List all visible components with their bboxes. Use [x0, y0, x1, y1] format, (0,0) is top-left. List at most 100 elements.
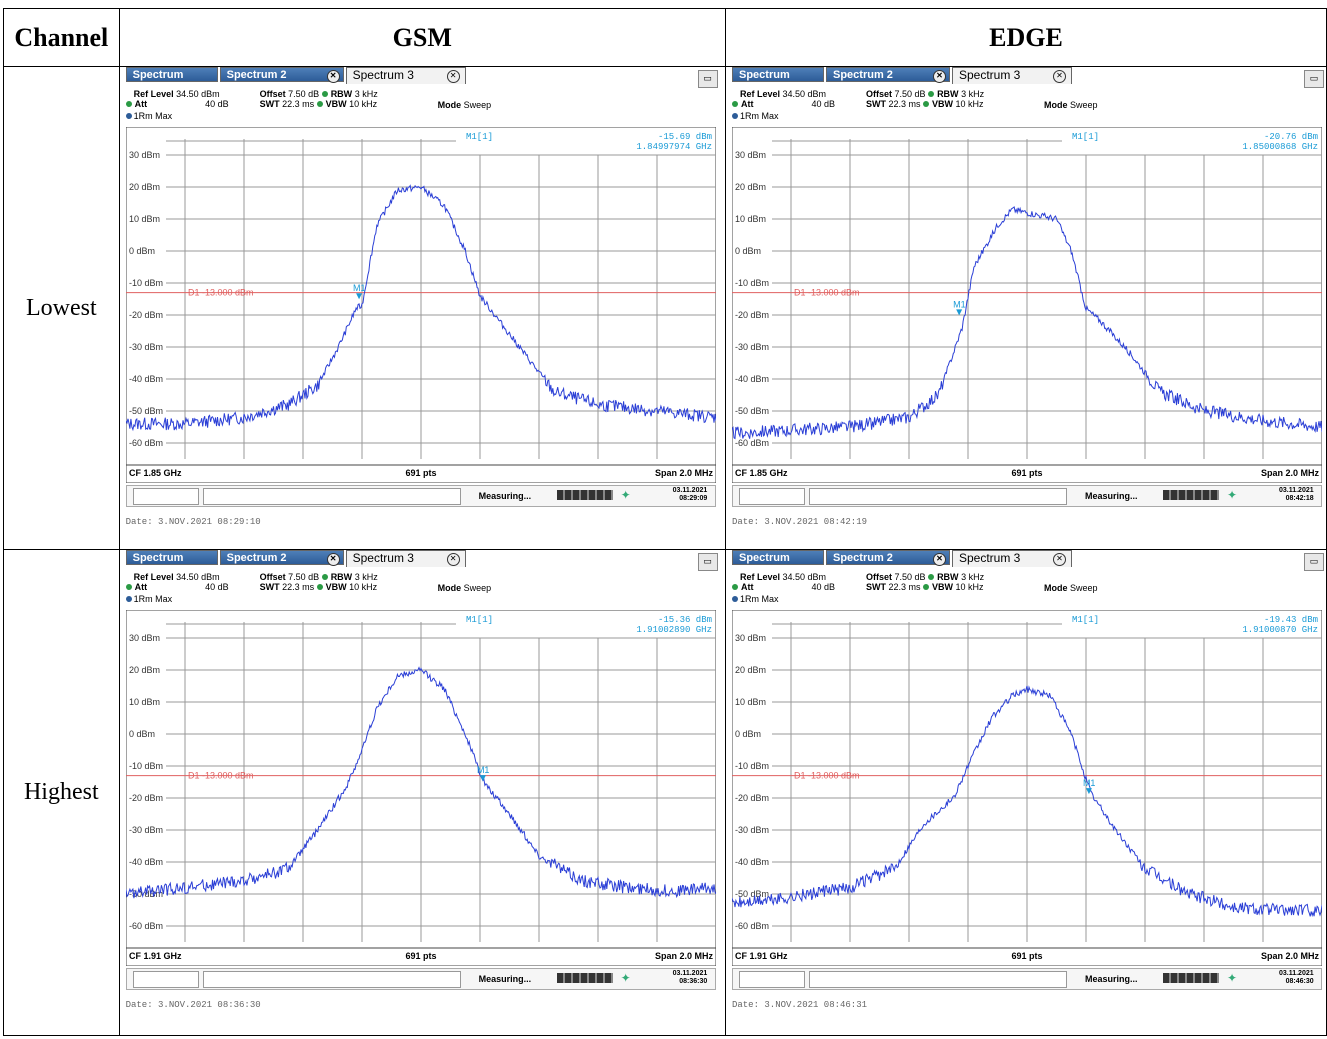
- marker-icon: [1085, 788, 1092, 795]
- marker-frequency: 1.85000868 GHz: [1242, 142, 1318, 152]
- close-icon[interactable]: ✕: [1052, 70, 1066, 83]
- cell-edge-lowest: ▭ Spectrum Spectrum 2 ✕ Spectrum 3 ✕ Ref L…: [724, 66, 1327, 550]
- y-tick-label: 10 dBm: [735, 214, 766, 224]
- status-bar: Measuring... ✦ 03.11.2021 08:42:18: [731, 485, 1322, 507]
- tab-spectrum[interactable]: Spectrum: [125, 550, 218, 565]
- header-edge: EDGE: [724, 8, 1327, 67]
- cell-gsm-lowest: ▭ Spectrum Spectrum 2 ✕ Spectrum 3 ✕ Ref L…: [118, 66, 726, 550]
- close-icon[interactable]: ✕: [932, 70, 946, 83]
- tab-spectrum-3[interactable]: Spectrum 3 ✕: [951, 550, 1072, 567]
- swt-info: SWT 22.3 ms VBW 10 kHz: [865, 99, 984, 109]
- spectrum-trace: [125, 184, 716, 432]
- window-menu-icon[interactable]: ▭: [697, 70, 718, 88]
- progress-icon: [556, 973, 613, 983]
- trace-label: 1Rm Max: [125, 594, 172, 604]
- y-tick-label: 30 dBm: [735, 633, 766, 643]
- y-tick-label: 0 dBm: [129, 729, 155, 739]
- row-label-highest: Highest: [3, 549, 120, 1036]
- tab-spectrum-3[interactable]: Spectrum 3 ✕: [345, 550, 466, 567]
- y-tick-label: 10 dBm: [129, 697, 160, 707]
- y-tick-label: 0 dBm: [735, 246, 761, 256]
- swt-info: SWT 22.3 ms VBW 10 kHz: [865, 582, 984, 592]
- close-icon[interactable]: ✕: [1052, 553, 1066, 566]
- tab-label: Spectrum 3: [958, 68, 1021, 82]
- y-tick-label: -50 dBm: [129, 406, 163, 416]
- date-line: Date: 3.NOV.2021 08:46:31: [731, 1000, 868, 1010]
- marker-tag: M1: [1083, 778, 1096, 788]
- y-tick-label: 30 dBm: [129, 150, 160, 160]
- sweep-icon: ✦: [620, 971, 631, 985]
- y-tick-label: -50 dBm: [735, 889, 769, 899]
- y-tick-label: -20 dBm: [735, 310, 769, 320]
- marker-tag: M1: [477, 765, 490, 775]
- close-icon[interactable]: ✕: [446, 70, 460, 83]
- tab-spectrum-3[interactable]: Spectrum 3 ✕: [345, 67, 466, 84]
- y-tick-label: -50 dBm: [735, 406, 769, 416]
- spectrum-panel: ▭ Spectrum Spectrum 2 ✕ Spectrum 3 ✕ Ref L…: [728, 550, 1327, 1020]
- y-tick-label: -40 dBm: [735, 374, 769, 384]
- marker-tag: M1: [353, 283, 366, 293]
- y-tick-label: 20 dBm: [735, 665, 766, 675]
- status-field-mid: [808, 488, 1067, 505]
- span-label: Span 2.0 MHz: [1261, 951, 1320, 961]
- limit-label: D1 -13.000 dBm: [188, 771, 254, 781]
- progress-icon: [1162, 490, 1219, 500]
- spectrum-plot: 30 dBm 20 dBm 10 dBm 0 dBm -10 dBm -20 dBm -30…: [125, 610, 716, 966]
- header-gsm: GSM: [118, 8, 726, 67]
- report-table: Channel GSM EDGE Lowest ▭ Spectrum Spect…: [3, 8, 1327, 1036]
- status-field-left: [738, 971, 805, 988]
- status-datetime: 03.11.2021 08:42:18: [1278, 487, 1314, 502]
- tab-label: Spectrum: [738, 69, 790, 81]
- tab-spectrum-2[interactable]: Spectrum 2 ✕: [219, 550, 344, 566]
- y-tick-label: -10 dBm: [735, 278, 769, 288]
- att-info: Att 40 dB: [731, 99, 835, 109]
- y-tick-label: -20 dBm: [129, 793, 163, 803]
- close-icon[interactable]: ✕: [326, 70, 340, 83]
- progress-icon: [1162, 973, 1219, 983]
- y-tick-label: -20 dBm: [129, 310, 163, 320]
- tab-label: Spectrum 2: [226, 552, 287, 564]
- points-count: 691 pts: [1011, 951, 1042, 961]
- status-bar: Measuring... ✦ 03.11.2021 08:36:30: [125, 968, 716, 990]
- close-icon[interactable]: ✕: [326, 553, 340, 566]
- marker-frequency: 1.91002890 GHz: [636, 625, 712, 635]
- window-menu-icon[interactable]: ▭: [1303, 553, 1324, 571]
- offset-info: Offset 7.50 dB RBW 3 kHz: [865, 89, 985, 99]
- marker-name: M1[1]: [1072, 615, 1099, 625]
- header-channel: Channel: [3, 8, 120, 67]
- points-count: 691 pts: [405, 951, 436, 961]
- marker-tag: M1: [953, 299, 966, 309]
- spectrum-panel: ▭ Spectrum Spectrum 2 ✕ Spectrum 3 ✕ Ref L…: [122, 550, 722, 1020]
- tab-spectrum[interactable]: Spectrum: [731, 67, 824, 82]
- tab-spectrum[interactable]: Spectrum: [125, 67, 218, 82]
- status-field-left: [132, 971, 199, 988]
- ref-level-info: Ref Level 34.50 dBm: [739, 572, 827, 582]
- tab-label: Spectrum 2: [832, 69, 893, 81]
- y-tick-label: -30 dBm: [129, 825, 163, 835]
- y-tick-label: -10 dBm: [735, 761, 769, 771]
- measuring-text: Measuring...: [1084, 491, 1138, 501]
- window-menu-icon[interactable]: ▭: [1303, 70, 1324, 88]
- tab-spectrum-2[interactable]: Spectrum 2 ✕: [219, 67, 344, 83]
- tab-label: Spectrum 3: [352, 68, 414, 82]
- center-frequency: CF 1.91 GHz: [735, 951, 788, 961]
- y-tick-label: -60 dBm: [735, 438, 769, 448]
- measuring-text: Measuring...: [478, 491, 532, 501]
- tab-spectrum-3[interactable]: Spectrum 3 ✕: [951, 67, 1072, 84]
- tab-spectrum[interactable]: Spectrum: [731, 550, 824, 565]
- spectrum-panel: ▭ Spectrum Spectrum 2 ✕ Spectrum 3 ✕ Ref L…: [122, 67, 722, 537]
- progress-icon: [556, 490, 613, 500]
- window-menu-icon[interactable]: ▭: [697, 553, 718, 571]
- status-field-mid: [808, 971, 1067, 988]
- sweep-icon: ✦: [1226, 971, 1238, 985]
- center-frequency: CF 1.91 GHz: [129, 951, 182, 961]
- close-icon[interactable]: ✕: [932, 553, 946, 566]
- sweep-icon: ✦: [1226, 488, 1238, 502]
- marker-frequency: 1.91000870 GHz: [1242, 625, 1318, 635]
- close-icon[interactable]: ✕: [446, 553, 460, 566]
- tab-spectrum-2[interactable]: Spectrum 2 ✕: [825, 67, 950, 83]
- tab-spectrum-2[interactable]: Spectrum 2 ✕: [825, 550, 950, 566]
- status-field-left: [738, 488, 805, 505]
- mode-info: Mode Sweep: [437, 100, 492, 110]
- cell-gsm-highest: ▭ Spectrum Spectrum 2 ✕ Spectrum 3 ✕ Ref L…: [118, 549, 726, 1036]
